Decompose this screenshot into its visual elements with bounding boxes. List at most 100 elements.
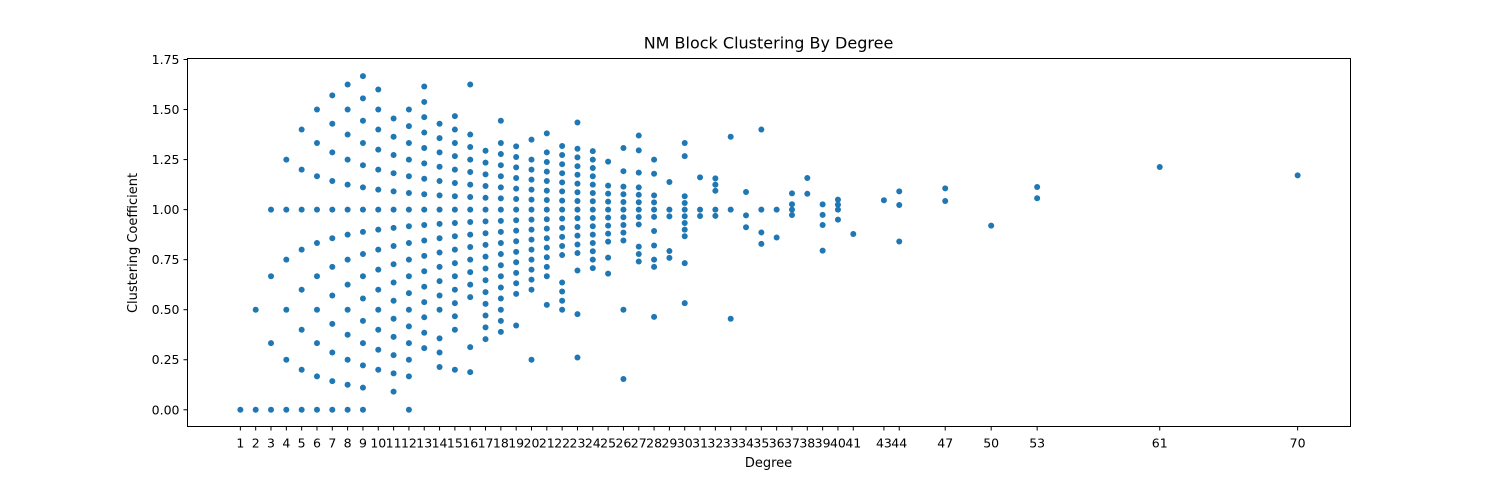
data-point xyxy=(513,227,520,234)
data-point xyxy=(421,114,428,121)
data-point xyxy=(559,288,566,295)
data-point xyxy=(574,250,581,257)
x-tick-label: 35 xyxy=(753,436,769,451)
data-point xyxy=(635,199,642,206)
data-point xyxy=(497,139,504,146)
data-point xyxy=(497,328,504,335)
data-point xyxy=(298,406,305,413)
data-point xyxy=(375,326,382,333)
data-point xyxy=(390,315,397,322)
data-point xyxy=(405,406,412,413)
data-point xyxy=(559,161,566,168)
data-point xyxy=(405,306,412,313)
x-axis: 1 2 3 4 5 6 7 8 9 10 11 12 13 14 15 16 17 18 19 20 21 22 23 24 2… xyxy=(236,426,1306,451)
data-point xyxy=(359,73,366,80)
data-point xyxy=(574,224,581,231)
data-point xyxy=(513,196,520,203)
x-tick-label: 32 xyxy=(707,436,723,451)
data-point xyxy=(880,197,887,204)
data-point xyxy=(620,375,627,382)
data-point xyxy=(467,181,474,188)
data-point xyxy=(329,263,336,270)
data-point xyxy=(651,313,658,320)
data-point xyxy=(559,233,566,240)
data-point xyxy=(467,281,474,288)
data-point xyxy=(528,186,535,193)
data-point xyxy=(421,191,428,198)
y-tick-label: 1.75 xyxy=(152,52,180,67)
data-point xyxy=(344,356,351,363)
x-tick-label: 39 xyxy=(815,436,831,451)
data-point xyxy=(451,273,458,280)
data-point xyxy=(497,284,504,291)
data-point xyxy=(329,120,336,127)
data-point xyxy=(467,244,474,251)
data-point xyxy=(605,206,612,213)
data-point xyxy=(788,201,795,208)
data-point xyxy=(788,212,795,219)
data-point xyxy=(451,153,458,160)
data-point xyxy=(651,156,658,163)
data-point xyxy=(482,183,489,189)
data-point xyxy=(482,206,489,213)
data-point xyxy=(451,113,458,120)
data-point xyxy=(574,189,581,196)
x-tick-label: 70 xyxy=(1290,436,1306,451)
x-tick-label: 22 xyxy=(554,436,570,451)
data-point xyxy=(467,168,474,175)
data-point xyxy=(405,223,412,230)
data-point xyxy=(436,263,443,270)
data-point xyxy=(681,300,688,307)
data-point xyxy=(497,150,504,157)
data-point xyxy=(405,106,412,113)
data-point xyxy=(252,306,259,313)
data-point xyxy=(405,373,412,380)
data-point xyxy=(543,168,550,175)
data-point xyxy=(359,384,366,391)
y-tick-label: 1.25 xyxy=(152,152,180,167)
data-point xyxy=(804,175,811,181)
data-point xyxy=(528,166,535,173)
data-point xyxy=(405,206,412,213)
x-tick-label: 53 xyxy=(1029,436,1045,451)
data-point xyxy=(375,366,382,373)
x-tick-label: 12 xyxy=(401,436,417,451)
data-point xyxy=(758,240,765,247)
data-point xyxy=(375,186,382,193)
data-point xyxy=(605,182,612,189)
data-point xyxy=(421,83,428,90)
data-point xyxy=(421,299,428,306)
data-point xyxy=(375,246,382,253)
data-point xyxy=(513,290,520,297)
data-point xyxy=(375,166,382,173)
data-point xyxy=(467,194,474,201)
data-point xyxy=(375,266,382,273)
data-point xyxy=(359,117,366,124)
data-point xyxy=(666,179,673,185)
data-point xyxy=(559,188,566,195)
data-point xyxy=(727,315,734,322)
data-point xyxy=(436,335,443,342)
data-point xyxy=(651,263,658,270)
data-point xyxy=(390,352,397,359)
data-point xyxy=(559,252,566,259)
data-point xyxy=(421,329,428,336)
data-point xyxy=(559,243,566,250)
data-point xyxy=(589,164,596,171)
data-point xyxy=(712,206,719,213)
data-point xyxy=(482,159,489,166)
data-point xyxy=(421,314,428,321)
data-point xyxy=(482,230,489,237)
data-point xyxy=(681,226,688,233)
x-tick-label: 23 xyxy=(570,436,586,451)
data-point xyxy=(421,144,428,151)
x-tick-label: 31 xyxy=(692,436,708,451)
data-point xyxy=(421,283,428,290)
x-tick-label: 7 xyxy=(328,436,336,451)
data-point xyxy=(482,241,489,248)
data-point xyxy=(436,149,443,156)
data-point xyxy=(589,148,596,155)
data-point xyxy=(574,215,581,222)
data-point xyxy=(436,192,443,199)
data-point xyxy=(390,297,397,304)
